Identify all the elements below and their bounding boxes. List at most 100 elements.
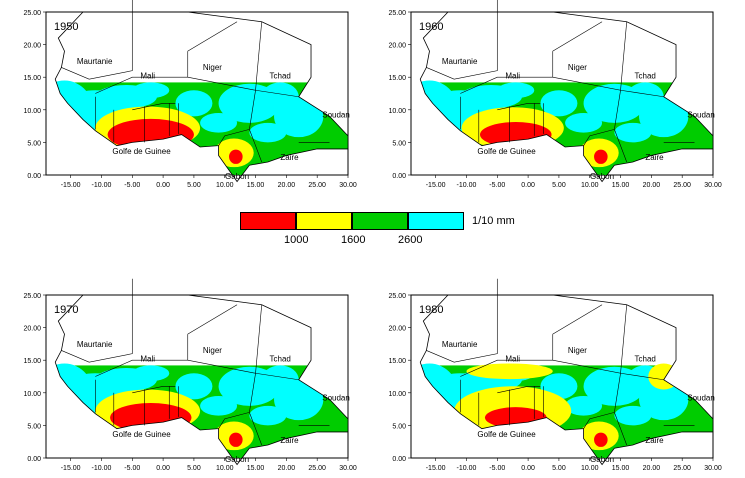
x-tick-label: 10.00 — [216, 182, 234, 189]
country-border — [132, 102, 176, 111]
x-tick-label: 0.00 — [521, 182, 535, 189]
place-label-mali: Mali — [140, 355, 155, 364]
y-tick-label: 20.00 — [388, 43, 406, 50]
place-label-golfe: Golfe de Guinee — [477, 430, 536, 439]
coastline — [419, 294, 714, 466]
x-tick-label: 15.00 — [247, 182, 265, 189]
place-label-golfe: Golfe de Guinee — [112, 147, 171, 156]
x-tick-label: 10.00 — [581, 182, 599, 189]
map-panel-1950: 0.00 5.00 10.00 15.00 20.00 25.00 -15.00 -10.00… — [0, 0, 357, 189]
place-label-soudan: Soudan — [322, 394, 350, 403]
x-tick-label: -15.00 — [61, 465, 81, 472]
y-tick-label: 0.00 — [27, 456, 41, 463]
country-border — [460, 51, 554, 94]
place-label-niger: Niger — [568, 346, 587, 355]
legend-swatch-red — [240, 212, 296, 230]
x-tick-label: 20.00 — [643, 465, 661, 472]
place-label-gabon: Gabon — [225, 172, 249, 181]
x-tick-label: -5.00 — [124, 465, 140, 472]
y-tick-label: 10.00 — [388, 391, 406, 398]
country-border — [132, 385, 176, 394]
map-svg: 0.00 5.00 10.00 15.00 20.00 25.00 -15.00 -10.00… — [388, 278, 722, 472]
map-panel-1960: 0.00 5.00 10.00 15.00 20.00 25.00 -15.00 -10.00… — [365, 0, 722, 189]
y-tick-label: 10.00 — [23, 391, 41, 398]
country-border — [426, 278, 498, 363]
country-border — [249, 129, 262, 163]
x-tick-label: -10.00 — [92, 182, 112, 189]
y-tick-label: 25.00 — [23, 293, 41, 300]
country-border — [552, 21, 603, 52]
map-svg: 0.00 5.00 10.00 15.00 20.00 25.00 -15.00 -10.00… — [23, 0, 357, 189]
place-label-niger: Niger — [568, 63, 587, 72]
y-tick-label: 25.00 — [23, 10, 41, 17]
country-border — [497, 102, 541, 111]
year-label: 1980 — [419, 304, 443, 316]
year-label: 1960 — [419, 21, 443, 33]
place-label-mauritanie: Maurtanie — [442, 340, 478, 349]
x-tick-label: -10.00 — [457, 465, 477, 472]
country-border — [583, 129, 615, 146]
country-border — [620, 304, 628, 374]
country-border — [426, 0, 498, 80]
place-label-mauritanie: Maurtanie — [77, 340, 113, 349]
y-tick-label: 5.00 — [27, 423, 41, 430]
country-border — [255, 304, 263, 374]
x-tick-label: -10.00 — [457, 182, 477, 189]
country-border — [218, 412, 250, 429]
x-tick-label: 10.00 — [581, 465, 599, 472]
x-tick-label: 30.00 — [339, 182, 357, 189]
place-label-soudan: Soudan — [687, 394, 715, 403]
x-tick-label: 25.00 — [673, 182, 691, 189]
country-border — [460, 334, 554, 377]
y-tick-label: 5.00 — [392, 423, 406, 430]
place-label-tchad: Tchad — [635, 72, 656, 81]
legend-swatch-yellow — [296, 212, 352, 230]
place-label-mali: Mali — [505, 72, 520, 81]
place-label-golfe: Golfe de Guinee — [477, 147, 536, 156]
place-label-zaire: Zaire — [645, 153, 664, 162]
x-tick-label: 5.00 — [552, 182, 566, 189]
x-tick-label: -5.00 — [489, 182, 505, 189]
country-border — [620, 89, 664, 98]
x-tick-label: -15.00 — [426, 465, 446, 472]
country-border — [95, 51, 189, 94]
y-tick-label: 15.00 — [23, 358, 41, 365]
country-border — [620, 372, 664, 381]
place-label-mali: Mali — [140, 72, 155, 81]
legend-swatch-green — [352, 212, 408, 230]
country-border — [255, 89, 299, 98]
x-tick-label: 0.00 — [156, 182, 170, 189]
place-label-mali: Mali — [505, 355, 520, 364]
y-tick-label: 0.00 — [27, 173, 41, 180]
legend-unit: 1/10 mm — [472, 215, 515, 227]
place-label-gabon: Gabon — [590, 455, 614, 464]
legend-swatch-cyan — [408, 212, 464, 230]
x-tick-label: 25.00 — [308, 182, 326, 189]
legend-break-2: 1600 — [341, 234, 366, 246]
x-tick-label: -5.00 — [124, 182, 140, 189]
country-border — [218, 129, 250, 146]
x-tick-label: -5.00 — [489, 465, 505, 472]
place-label-gabon: Gabon — [225, 455, 249, 464]
country-border — [552, 304, 603, 335]
place-label-zaire: Zaire — [280, 153, 299, 162]
coastline — [54, 11, 349, 183]
x-tick-label: 15.00 — [612, 465, 630, 472]
x-tick-label: 20.00 — [278, 465, 296, 472]
y-tick-label: 5.00 — [27, 140, 41, 147]
x-tick-label: 0.00 — [156, 465, 170, 472]
place-label-mauritanie: Maurtanie — [442, 57, 478, 66]
country-border — [255, 21, 263, 91]
x-tick-label: 15.00 — [612, 182, 630, 189]
year-label: 1970 — [54, 304, 78, 316]
place-label-tchad: Tchad — [635, 355, 656, 364]
y-tick-label: 0.00 — [392, 456, 406, 463]
x-tick-label: 15.00 — [247, 465, 265, 472]
y-tick-label: 20.00 — [23, 326, 41, 333]
y-tick-label: 25.00 — [388, 293, 406, 300]
y-tick-label: 20.00 — [23, 43, 41, 50]
country-border — [614, 129, 627, 163]
coastline — [419, 11, 714, 183]
y-tick-label: 0.00 — [392, 173, 406, 180]
place-label-gabon: Gabon — [590, 172, 614, 181]
